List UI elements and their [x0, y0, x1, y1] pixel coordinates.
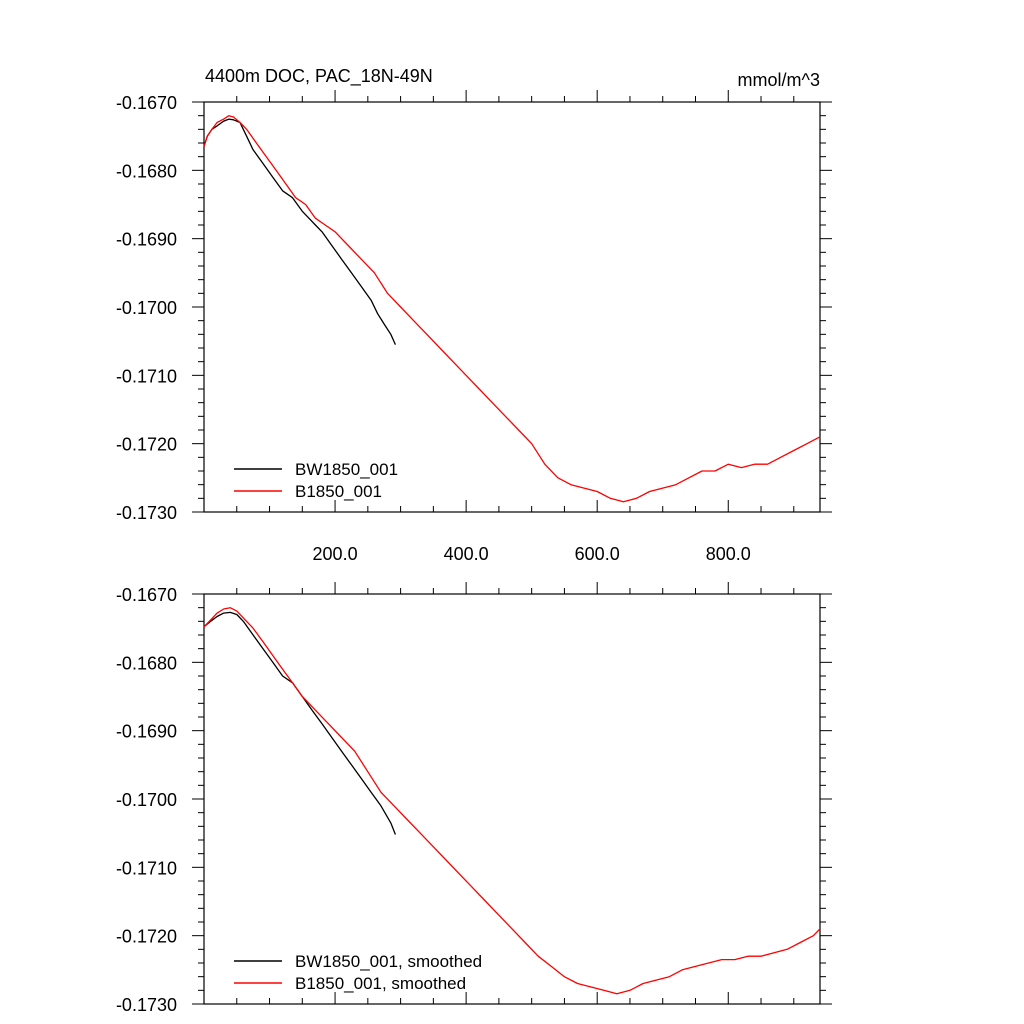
legend: BW1850_001, smoothed B1850_001, smoothed [234, 952, 482, 993]
y-tick-label: -0.1700 [116, 790, 177, 810]
series-line-bw1850-001 [203, 118, 396, 345]
x-tick-labels: 200.0 400.0 600.0 800.0 [313, 544, 751, 564]
x-tick-label: 400.0 [444, 544, 489, 564]
series-line-bw1850-001-smoothed [203, 611, 397, 835]
x-tick-label: 600.0 [575, 544, 620, 564]
x-tick-label: 800.0 [706, 544, 751, 564]
plot-frame [203, 101, 821, 513]
y-tick-label: -0.1680 [116, 653, 177, 673]
legend-label-b1850: B1850_001 [295, 482, 382, 501]
y-tick-labels: -0.1670 -0.1680 -0.1690 -0.1700 -0.1710 -0.17… [116, 585, 177, 1015]
y-tick-labels: -0.1670 -0.1680 -0.1690 -0.1700 -0.1710 -0.17… [116, 93, 177, 523]
y-tick-label: -0.1690 [116, 230, 177, 250]
y-tick-label: -0.1700 [116, 298, 177, 318]
legend-label-b1850-smoothed: B1850_001, smoothed [295, 974, 466, 993]
legend-label-bw1850-smoothed: BW1850_001, smoothed [295, 952, 482, 971]
series-line-b1850-001 [203, 115, 821, 503]
tick-marks [192, 582, 832, 1005]
y-tick-label: -0.1670 [116, 93, 177, 113]
series-line-b1850-001-smoothed [203, 607, 821, 995]
tick-marks [192, 90, 832, 513]
legend-label-bw1850: BW1850_001 [295, 460, 398, 479]
top-panel: 4400m DOC, PAC_18N-49N mmol/m^3 -0.1670-… [116, 66, 832, 564]
y-tick-label: -0.1730 [116, 503, 177, 523]
y-tick-label: -0.1670 [116, 585, 177, 605]
y-tick-label: -0.1720 [116, 927, 177, 947]
series-lines [203, 607, 821, 995]
y-tick-label: -0.1720 [116, 435, 177, 455]
y-tick-label: -0.1680 [116, 161, 177, 181]
plot-frame [203, 593, 821, 1005]
legend: BW1850_001 B1850_001 [234, 460, 398, 501]
bottom-panel: -0.1670 -0.1680 -0.1690 -0.1700 -0.1710 -0.17… [116, 582, 832, 1015]
units-label: mmol/m^3 [738, 70, 820, 90]
series-lines [203, 115, 821, 503]
y-tick-label: -0.1710 [116, 366, 177, 386]
y-tick-label: -0.1690 [116, 722, 177, 742]
y-tick-label: -0.1730 [116, 995, 177, 1015]
chart-title: 4400m DOC, PAC_18N-49N [205, 66, 433, 87]
x-tick-label: 200.0 [313, 544, 358, 564]
y-tick-label: -0.1710 [116, 858, 177, 878]
